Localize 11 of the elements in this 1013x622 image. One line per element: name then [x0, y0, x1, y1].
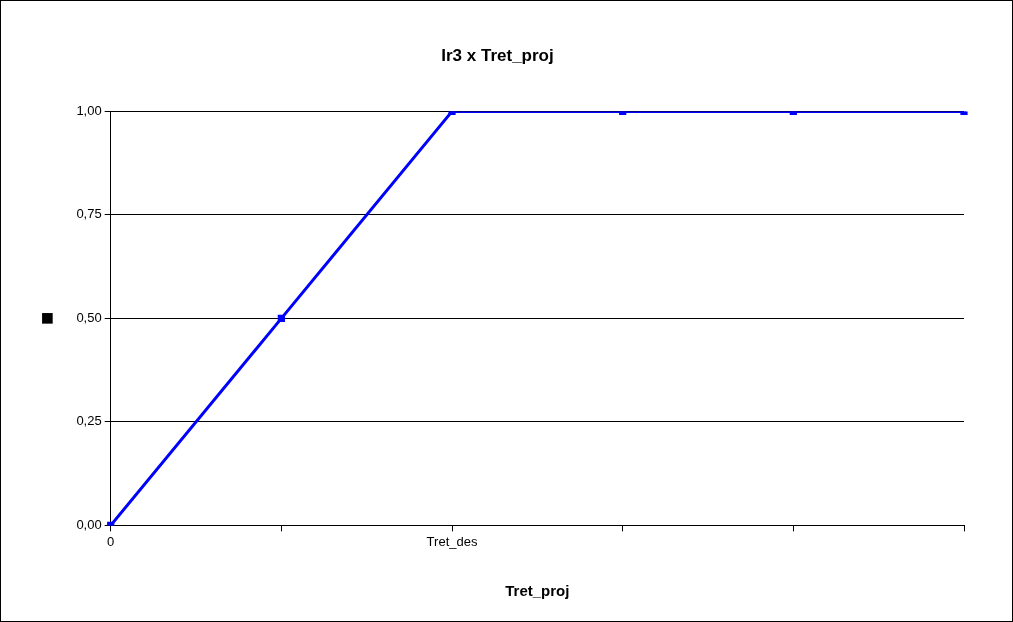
x-tick-label: 0 — [107, 533, 115, 549]
y-tick-label: 0,75 — [76, 206, 102, 222]
x-axis-title: Tret_proj — [505, 582, 570, 600]
point — [277, 314, 285, 323]
y-tick-label: 0,00 — [76, 516, 102, 532]
y-tick-label: 1,00 — [76, 102, 102, 118]
y-axis-title: ■ — [34, 311, 60, 326]
chart-title: Ir3 x Tret_proj — [441, 45, 554, 65]
y-tick-label: 0,25 — [76, 413, 102, 429]
x-tick-label: Tret_des — [426, 533, 478, 549]
y-tick-label: 0,50 — [76, 309, 102, 325]
